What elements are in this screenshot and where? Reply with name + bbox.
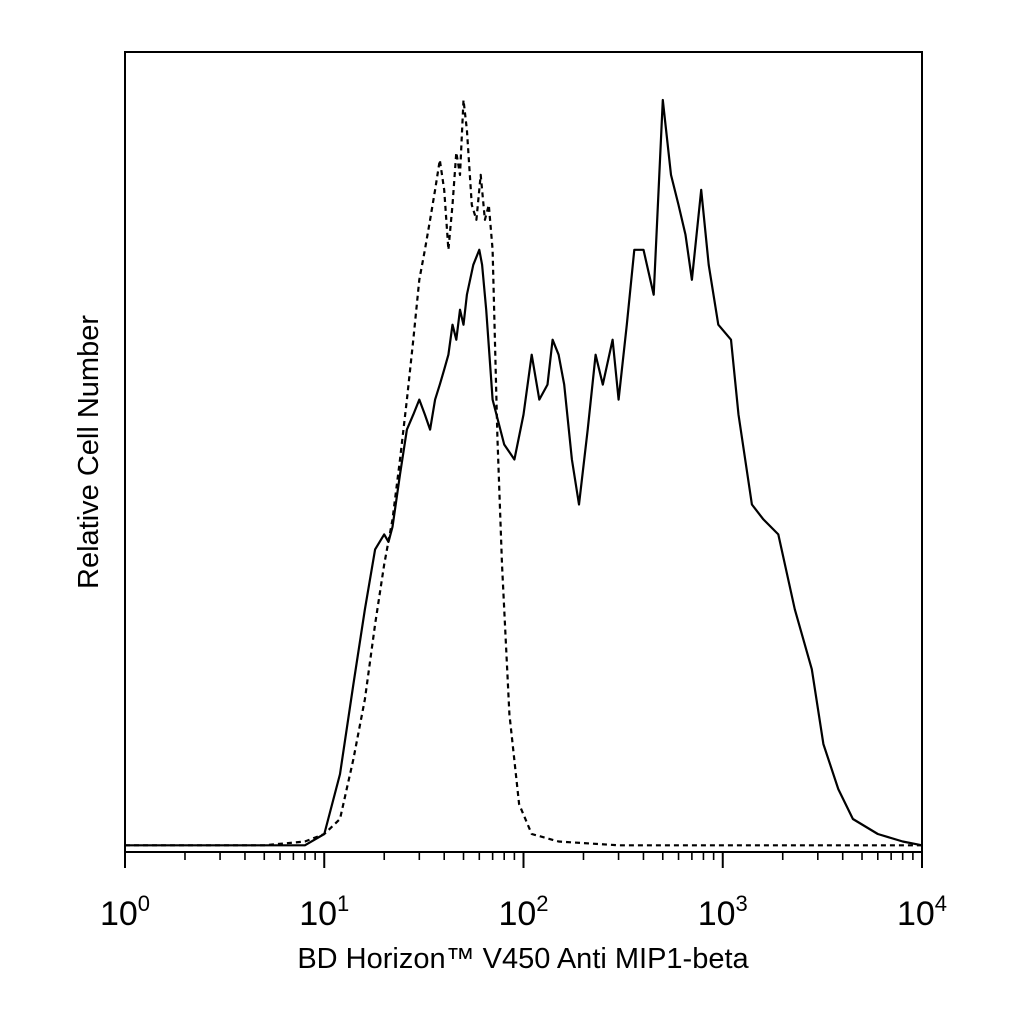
series-line-solid xyxy=(125,98,923,847)
series-layer xyxy=(125,98,923,847)
y-axis-title: Relative Cell Number xyxy=(73,315,105,589)
x-tick-label: 101 xyxy=(299,891,349,933)
x-tick-label: 102 xyxy=(498,891,548,933)
x-tick-label: 104 xyxy=(897,891,947,933)
x-tick-label: 103 xyxy=(698,891,748,933)
x-ticks: 100 101 102 103 104 xyxy=(100,852,947,933)
series-line-dashed xyxy=(125,98,922,847)
x-tick-label: 100 xyxy=(100,891,150,933)
plot-frame xyxy=(124,51,923,853)
x-axis-title: BD Horizon™ V450 Anti MIP1-beta xyxy=(297,943,749,975)
